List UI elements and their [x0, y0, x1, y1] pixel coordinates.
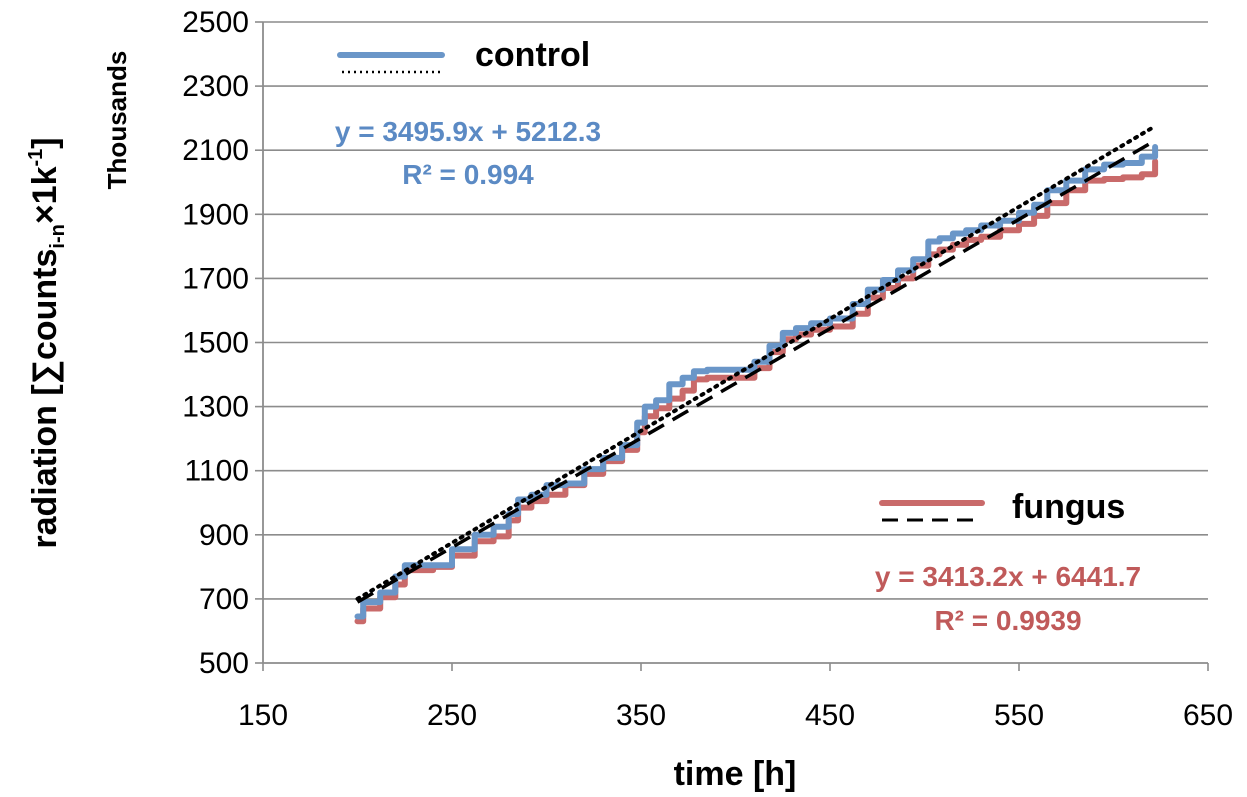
y-tick-labels: 500 700 900 1100 1300 1500 1700 1900 2100 2300 250… — [182, 6, 249, 680]
legend-fungus: fungus — [879, 488, 1125, 526]
control-equation: y = 3495.9x + 5212.3 — [335, 116, 601, 147]
control-r2: R² = 0.994 — [402, 159, 534, 190]
trendlines — [355, 124, 1158, 604]
y-tick-label: 700 — [199, 583, 249, 616]
x-tick-labels: 150 250 350 450 550 650 — [238, 699, 1233, 732]
control-trendline — [355, 124, 1158, 601]
y-tick-label: 2500 — [182, 6, 249, 39]
legend-fungus-label: fungus — [1012, 488, 1125, 526]
x-tick-label: 350 — [616, 699, 666, 732]
data-series — [354, 144, 1159, 625]
legend-control: control — [337, 36, 590, 74]
axes — [255, 21, 1209, 671]
y-tick-label: 1100 — [184, 455, 249, 488]
x-tick-label: 150 — [238, 699, 288, 732]
x-axis-title: time [h] — [674, 755, 797, 793]
fungus-series-line — [354, 158, 1159, 625]
x-tick-label: 650 — [1183, 699, 1233, 732]
y-tick-label: 1900 — [182, 198, 249, 231]
y-tick-label: 500 — [199, 647, 249, 680]
legend-control-label: control — [475, 36, 590, 74]
x-tick-label: 250 — [427, 699, 477, 732]
y-units-label: Thousands — [102, 51, 132, 190]
fungus-r2: R² = 0.9939 — [934, 605, 1081, 636]
x-tick-label: 550 — [994, 699, 1044, 732]
y-tick-label: 1500 — [182, 327, 249, 360]
y-axis-title: radiation [∑countsi-n×1k-1] — [25, 137, 69, 548]
gridlines — [263, 21, 1208, 600]
x-tick-label: 450 — [805, 699, 855, 732]
fungus-trendline — [356, 139, 1156, 604]
y-tick-label: 2300 — [182, 70, 249, 103]
y-tick-label: 900 — [199, 519, 249, 552]
fungus-equation: y = 3413.2x + 6441.7 — [875, 561, 1141, 592]
y-tick-label: 1700 — [182, 262, 249, 295]
y-tick-label: 2100 — [182, 134, 249, 167]
y-tick-label: 1300 — [182, 391, 249, 424]
